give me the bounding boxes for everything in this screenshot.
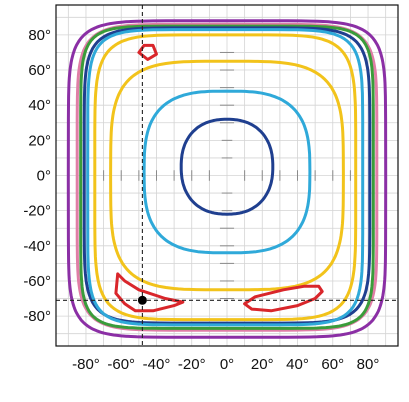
marker-point xyxy=(137,295,147,305)
x-tick-label: 60° xyxy=(321,356,344,373)
y-tick-label: 40° xyxy=(28,97,51,114)
contour-line-3 xyxy=(79,24,375,330)
crosshair xyxy=(56,5,398,346)
x-tick-label: -60° xyxy=(107,356,135,373)
contour-line-8 xyxy=(142,89,312,255)
y-tick-label: -60° xyxy=(23,273,51,290)
y-tick-label: -20° xyxy=(23,203,51,220)
x-axis-tick-labels: -80° -60° -40° -20° 0° 20° 40° 60° 80° xyxy=(72,356,379,373)
contour-lines xyxy=(66,19,388,339)
bearing-marks xyxy=(67,51,351,300)
y-axis-tick-labels: 80° 60° 40° 20° 0° -20° -40° -60° -80° xyxy=(23,27,51,325)
plot-frame xyxy=(55,4,399,347)
y-tick-label: 80° xyxy=(28,27,51,44)
point-markers xyxy=(137,295,147,305)
y-tick-label: 0° xyxy=(37,168,51,185)
y-tick-label: 20° xyxy=(28,132,51,149)
x-tick-label: 80° xyxy=(357,356,380,373)
y-tick-label: 60° xyxy=(28,62,51,79)
red-region-1 xyxy=(137,43,158,61)
y-tick-label: -80° xyxy=(23,308,51,325)
x-tick-label: 40° xyxy=(286,356,309,373)
red-region-2 xyxy=(114,272,185,313)
red-region-3 xyxy=(243,284,324,313)
contour-line-9 xyxy=(179,117,275,216)
contour-line-7 xyxy=(109,59,345,292)
red-regions xyxy=(114,43,324,313)
x-tick-label: -40° xyxy=(143,356,171,373)
x-tick-label: 20° xyxy=(251,356,274,373)
contour-line-6 xyxy=(93,33,358,322)
x-tick-label: -80° xyxy=(72,356,100,373)
contour-line-1 xyxy=(66,19,388,339)
contour-line-5 xyxy=(86,28,365,327)
y-tick-label: -40° xyxy=(23,238,51,255)
x-tick-label: 0° xyxy=(220,356,234,373)
x-tick-label: -20° xyxy=(178,356,206,373)
